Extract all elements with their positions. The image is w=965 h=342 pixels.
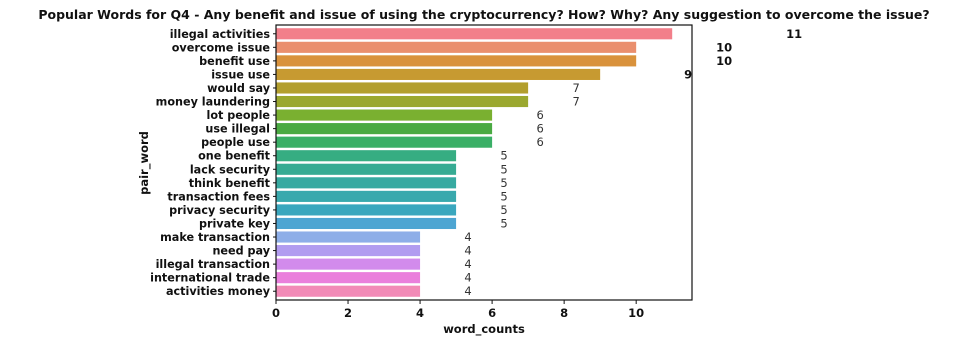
bar xyxy=(276,123,493,135)
data-label: 9 xyxy=(684,67,692,81)
bar xyxy=(276,190,457,202)
data-label: 4 xyxy=(464,271,471,285)
bar xyxy=(276,55,637,67)
category-label: use illegal xyxy=(205,123,270,136)
bar xyxy=(276,41,637,53)
bar xyxy=(276,163,457,175)
data-label: 11 xyxy=(786,27,802,41)
bar xyxy=(276,245,421,257)
x-tick-label: 4 xyxy=(416,306,424,320)
x-axis-label: word_counts xyxy=(443,322,525,337)
data-label: 5 xyxy=(500,149,507,163)
category-label: lack security xyxy=(190,163,271,176)
category-label: one benefit xyxy=(198,150,271,163)
bar xyxy=(276,258,421,270)
x-tick-label: 2 xyxy=(344,306,352,320)
data-label: 4 xyxy=(464,257,471,271)
bar xyxy=(276,204,457,216)
category-label: illegal transaction xyxy=(156,258,270,271)
data-label: 4 xyxy=(464,244,471,258)
data-label: 6 xyxy=(536,135,543,149)
data-label: 10 xyxy=(716,54,732,68)
bar xyxy=(276,231,421,243)
chart-title: Popular Words for Q4 - Any benefit and i… xyxy=(38,7,929,22)
x-tick-label: 10 xyxy=(628,306,644,320)
bar xyxy=(276,109,493,121)
category-label: lot people xyxy=(207,109,271,122)
bars-group xyxy=(276,28,673,297)
bar xyxy=(276,150,457,162)
bar xyxy=(276,28,673,40)
bar xyxy=(276,272,421,284)
data-label: 5 xyxy=(500,176,507,190)
bar xyxy=(276,217,457,230)
bar xyxy=(276,136,493,148)
category-label: money laundering xyxy=(156,96,270,109)
x-tick-label: 8 xyxy=(560,306,568,320)
bar xyxy=(276,68,601,80)
x-tick-label: 6 xyxy=(488,306,496,320)
data-label: 5 xyxy=(500,189,507,203)
data-label: 4 xyxy=(464,284,471,298)
data-label: 7 xyxy=(572,95,579,109)
data-label: 6 xyxy=(536,122,543,136)
category-label: issue use xyxy=(211,68,270,81)
data-label: 5 xyxy=(500,216,507,230)
bar xyxy=(276,285,421,297)
bar xyxy=(276,95,529,108)
plot-frame xyxy=(275,24,693,301)
category-label: transaction fees xyxy=(167,190,270,203)
category-label: international trade xyxy=(150,272,270,285)
category-label: privacy security xyxy=(169,204,271,217)
data-label: 5 xyxy=(500,203,507,217)
category-label: make transaction xyxy=(160,231,270,244)
bar xyxy=(276,82,529,94)
category-label: benefit use xyxy=(199,55,270,68)
bar xyxy=(276,177,457,189)
x-ticks: 0 2 4 6 8 10 xyxy=(272,300,644,320)
data-label: 7 xyxy=(572,81,579,95)
category-label: would say xyxy=(207,82,271,95)
y-axis-label: pair_word xyxy=(137,131,152,195)
category-label: people use xyxy=(201,136,270,149)
category-label: think benefit xyxy=(189,177,271,190)
category-label: illegal activities xyxy=(170,28,271,41)
category-label: private key xyxy=(199,217,271,230)
category-label: activities money xyxy=(166,285,271,298)
category-label: overcome issue xyxy=(172,41,271,54)
data-label: 10 xyxy=(716,40,732,54)
data-label: 6 xyxy=(536,108,543,122)
category-label: need pay xyxy=(212,245,270,258)
data-label: 5 xyxy=(500,162,507,176)
x-tick-label: 0 xyxy=(272,306,280,320)
data-label: 4 xyxy=(464,230,471,244)
